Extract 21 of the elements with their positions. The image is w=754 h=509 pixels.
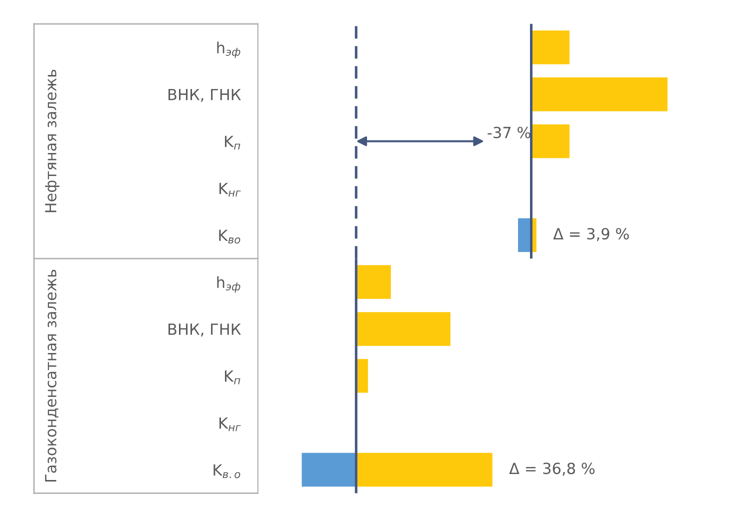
- bar: [356, 265, 391, 299]
- y-tick-label: h$_{эф}$: [217, 42, 240, 58]
- y-tick-label: ВНК, ГНК: [168, 324, 241, 337]
- y-axis-title: Газоконденсатная залежь: [45, 270, 58, 482]
- y-tick-label: K$_{п}$: [224, 136, 240, 150]
- bar: [356, 312, 450, 346]
- y-tick-label: K$_{нг}$: [219, 417, 241, 432]
- bar: [531, 77, 668, 112]
- y-tick-label: K$_{нг}$: [219, 182, 241, 196]
- bar: [356, 452, 492, 487]
- bar: [531, 124, 570, 158]
- y-tick-label: h$_{эф}$: [217, 276, 240, 293]
- y-tick-label: K$_{п}$: [224, 370, 240, 384]
- y-tick-label: ВНК, ГНК: [168, 88, 241, 102]
- bar: [531, 30, 570, 64]
- y-tick-label: K$_{во}$: [219, 230, 240, 244]
- y-tick-label: K$_{в.о}$: [214, 464, 240, 478]
- text: Δ = 36,8 %: [509, 462, 595, 476]
- bar: [302, 452, 356, 487]
- annotation: Δ = 3,9 %: [553, 228, 629, 242]
- y-axis-title: Нефтяная залежь: [45, 70, 60, 212]
